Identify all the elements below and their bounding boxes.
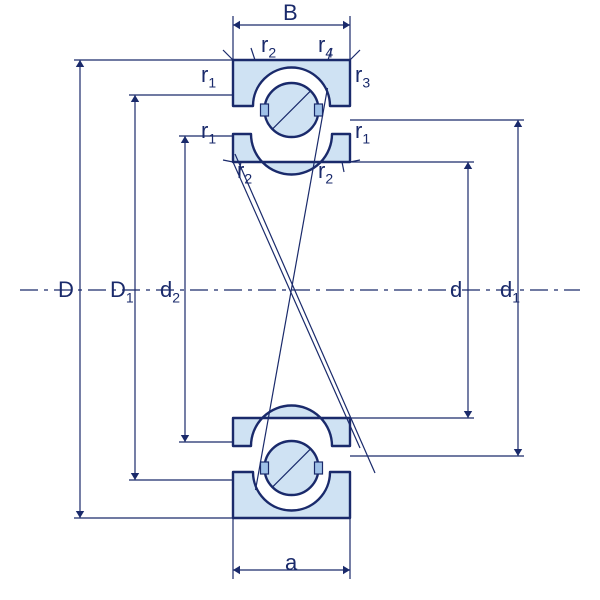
label-d: d bbox=[450, 277, 462, 303]
label-a: a bbox=[285, 550, 297, 576]
label-r2-ut: r2 bbox=[261, 32, 276, 60]
label-r1-mr: r1 bbox=[355, 118, 370, 146]
label-D1: D1 bbox=[110, 277, 134, 305]
label-r3-ur: r3 bbox=[355, 62, 370, 90]
label-D: D bbox=[58, 277, 74, 303]
label-r1-ml: r1 bbox=[201, 118, 216, 146]
label-d2: d2 bbox=[160, 277, 180, 305]
label-r4-ut: r4 bbox=[318, 32, 333, 60]
bearing-diagram: B a D D1 d2 d d1 r1 r2 r4 r3 r1 r1 r2 r2 bbox=[0, 0, 600, 600]
label-r2-br: r2 bbox=[318, 158, 333, 186]
label-d1: d1 bbox=[500, 277, 520, 305]
label-r2-bl: r2 bbox=[237, 158, 252, 186]
label-B: B bbox=[283, 0, 298, 26]
label-r1-ul: r1 bbox=[201, 62, 216, 90]
